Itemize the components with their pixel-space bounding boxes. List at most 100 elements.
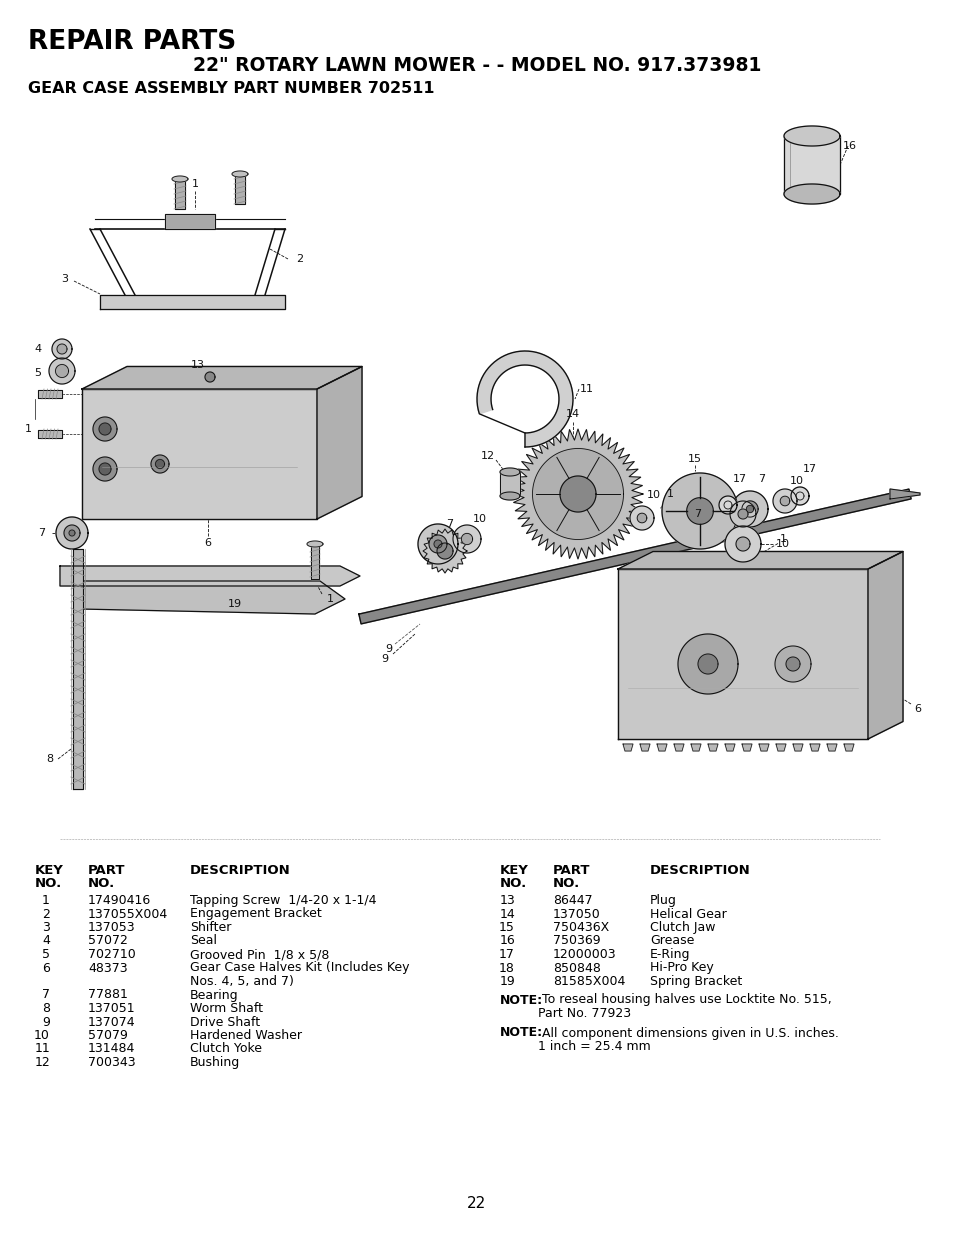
Polygon shape [57,344,67,354]
Polygon shape [826,743,836,751]
Polygon shape [92,418,117,441]
Polygon shape [774,646,810,681]
Text: 22: 22 [467,1196,486,1211]
Polygon shape [64,525,80,541]
Text: 137051: 137051 [88,1002,135,1015]
Polygon shape [731,491,767,527]
Text: Clutch Jaw: Clutch Jaw [649,921,715,934]
Polygon shape [499,468,519,476]
Polygon shape [783,126,840,146]
Polygon shape [738,509,747,519]
Text: DESCRIPTION: DESCRIPTION [649,864,750,877]
Polygon shape [316,367,361,519]
Text: 5: 5 [42,948,50,961]
Text: Drive Shaft: Drive Shaft [190,1016,260,1028]
Text: 7: 7 [446,519,453,529]
Text: Grooved Pin  1/8 x 5/8: Grooved Pin 1/8 x 5/8 [190,948,329,961]
Polygon shape [867,551,902,738]
Polygon shape [99,422,111,435]
Polygon shape [618,569,867,738]
Text: 9: 9 [381,654,388,664]
Text: 19: 19 [498,975,515,987]
Polygon shape [792,743,802,751]
Text: 7: 7 [38,528,46,538]
Polygon shape [622,743,633,751]
Text: 10: 10 [775,539,789,549]
Text: 2: 2 [42,907,50,921]
Polygon shape [429,535,447,553]
Polygon shape [358,489,910,624]
Polygon shape [889,489,919,499]
Polygon shape [759,743,768,751]
Polygon shape [436,543,453,559]
Text: Clutch Yoke: Clutch Yoke [190,1042,262,1056]
Text: Engagement Bracket: Engagement Bracket [190,907,321,921]
Polygon shape [82,389,316,519]
Polygon shape [80,581,345,615]
Text: NO.: NO. [35,877,62,890]
Text: 6: 6 [42,961,50,975]
Text: 13: 13 [191,361,205,370]
Polygon shape [234,173,245,204]
Polygon shape [729,501,755,527]
Text: 8: 8 [47,755,53,764]
Text: 11: 11 [579,384,594,394]
Text: To reseal housing halves use Locktite No. 515,: To reseal housing halves use Locktite No… [537,994,831,1006]
Text: Hi-Pro Key: Hi-Pro Key [649,961,713,975]
Text: 750436X: 750436X [553,921,609,934]
Text: KEY: KEY [35,864,64,877]
Polygon shape [783,185,840,204]
Text: NO.: NO. [88,877,115,890]
Text: 137053: 137053 [88,921,135,934]
Polygon shape [73,549,83,789]
Text: 8: 8 [42,1002,50,1015]
Text: 81585X004: 81585X004 [553,975,625,987]
Text: NOTE:: NOTE: [499,994,542,1006]
Text: 137055X004: 137055X004 [88,907,168,921]
Polygon shape [513,429,642,559]
Text: DESCRIPTION: DESCRIPTION [190,864,291,877]
Text: Bushing: Bushing [190,1056,240,1069]
Text: 16: 16 [498,934,515,948]
Polygon shape [100,295,285,309]
Polygon shape [780,496,789,506]
Polygon shape [618,551,902,569]
Text: 9: 9 [385,644,392,654]
Polygon shape [741,743,751,751]
Text: E-Ring: E-Ring [649,948,690,961]
Text: 702710: 702710 [88,948,135,961]
Polygon shape [453,525,480,553]
Polygon shape [422,529,467,572]
Text: All component dimensions given in U.S. inches.: All component dimensions given in U.S. i… [537,1026,838,1040]
Text: 700343: 700343 [88,1056,135,1069]
Text: 18: 18 [498,961,515,975]
Polygon shape [92,457,117,481]
Text: 137050: 137050 [553,907,600,921]
Text: Seal: Seal [190,934,216,948]
Polygon shape [476,351,573,447]
Text: Nos. 4, 5, and 7): Nos. 4, 5, and 7) [190,975,294,987]
Polygon shape [311,544,318,579]
Text: 9: 9 [42,1016,50,1028]
Polygon shape [532,449,623,539]
Text: Grease: Grease [649,934,694,948]
Polygon shape [707,743,718,751]
Text: Part No. 77923: Part No. 77923 [537,1007,631,1020]
Text: 1: 1 [42,895,50,907]
Polygon shape [461,534,472,545]
Text: Tapping Screw  1/4-20 x 1-1/4: Tapping Screw 1/4-20 x 1-1/4 [190,895,376,907]
Text: 17: 17 [498,948,515,961]
Polygon shape [735,536,749,551]
Polygon shape [165,214,214,229]
Polygon shape [307,541,323,546]
Text: Spring Bracket: Spring Bracket [649,975,741,987]
Text: Helical Gear: Helical Gear [649,907,726,921]
Polygon shape [82,367,361,389]
Text: 7: 7 [42,989,50,1001]
Text: 850848: 850848 [553,961,600,975]
Text: 15: 15 [687,453,701,463]
Text: 1: 1 [779,534,785,544]
Polygon shape [99,463,111,475]
Text: 7: 7 [758,475,764,484]
Text: NOTE:: NOTE: [499,1026,542,1040]
